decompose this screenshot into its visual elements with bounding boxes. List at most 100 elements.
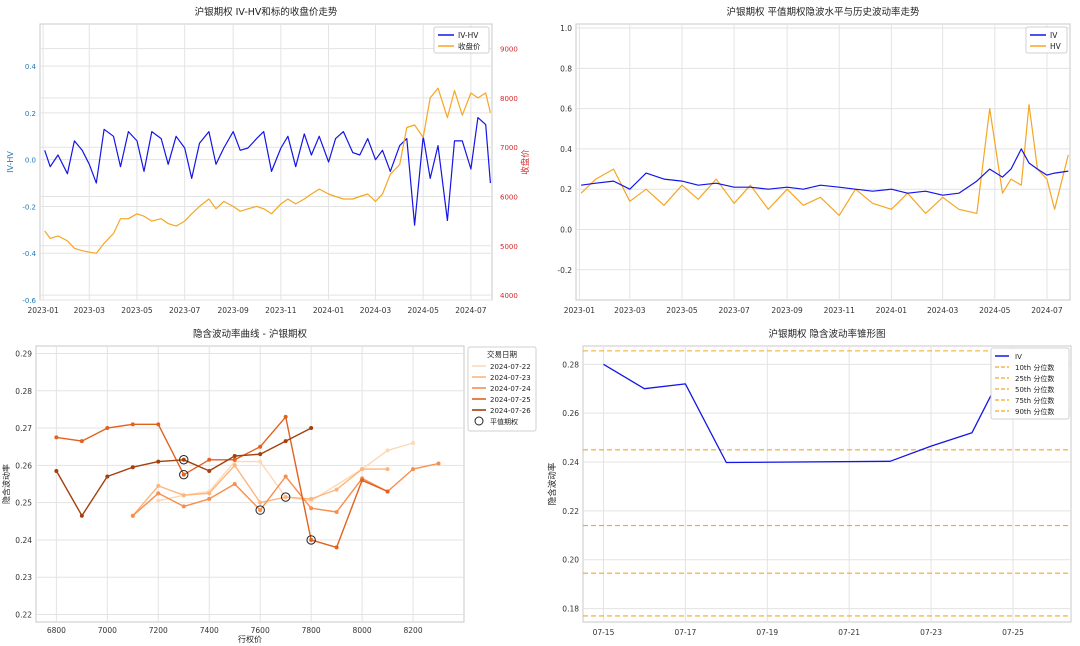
y2-tick-label: 6000 <box>500 194 518 202</box>
plot-area <box>582 345 1072 623</box>
y2-tick-label: 4000 <box>500 292 518 300</box>
data-point <box>360 467 365 472</box>
y-tick-label: 0.24 <box>562 458 579 467</box>
data-point <box>258 444 263 449</box>
y-tick-label: 1.0 <box>560 24 572 33</box>
y-tick-label: 0.27 <box>15 424 32 433</box>
data-point <box>207 491 212 496</box>
data-point <box>411 467 416 472</box>
legend-label-percentile: 25th 分位数 <box>1015 374 1054 383</box>
series-line-2024-07-25 <box>56 416 388 549</box>
x-tick-label: 2023-11 <box>265 306 297 315</box>
legend-label-percentile: 75th 分位数 <box>1015 396 1054 405</box>
data-point <box>283 414 288 419</box>
data-point <box>181 493 186 498</box>
x-tick-label: 7800 <box>302 626 321 635</box>
data-point <box>54 468 59 473</box>
legend-label-iv: IV <box>1050 31 1058 40</box>
chart-title: 沪银期权 隐含波动率锥形图 <box>768 328 885 340</box>
data-point <box>207 468 212 473</box>
y-tick-label: 0.8 <box>560 64 572 73</box>
x-tick-label: 07-19 <box>756 628 778 637</box>
data-point <box>385 448 390 453</box>
atm-marker <box>179 455 189 465</box>
x-tick-label: 2024-07 <box>455 306 487 315</box>
axes-layer: 07-15 07-17 07-19 07-21 07-23 07-25 0.18 0.20 0.… <box>562 360 1024 637</box>
data-point <box>79 513 84 518</box>
legend-title: 交易日期 <box>487 349 517 359</box>
y-tick-label: 0.0 <box>560 225 572 234</box>
data-point <box>334 545 339 550</box>
y-tick-label: 0.2 <box>25 110 36 118</box>
legend-label-iv: IV <box>1015 353 1022 361</box>
y-tick-label: 0.28 <box>15 387 32 396</box>
y-tick-label: 0.29 <box>15 349 32 358</box>
y-tick-label: 0.24 <box>15 536 32 545</box>
atm-marker <box>280 492 291 502</box>
x-tick-label: 2023-01 <box>27 306 59 315</box>
data-point <box>232 482 237 486</box>
data-point <box>181 472 186 477</box>
chart-title: 沪银期权 平值期权隐波水平与历史波动率走势 <box>726 6 920 18</box>
y-axis-label: IV-HV <box>6 151 15 173</box>
x-tick-label: 2024-01 <box>313 306 345 315</box>
x-tick-label: 8000 <box>353 626 372 635</box>
x-tick-label: 2023-01 <box>564 306 596 315</box>
data-point <box>258 508 263 513</box>
x-axis-label: 行权价 <box>238 634 262 644</box>
data-point <box>258 500 263 505</box>
legend-label: 2024-07-24 <box>490 385 531 393</box>
y-tick-label: 0.28 <box>562 360 579 369</box>
y-axis-label: 隐含波动率 <box>1 464 11 504</box>
x-tick-label: 2023-05 <box>121 306 153 315</box>
x-tick-label: 07-17 <box>674 628 696 637</box>
data-point <box>232 457 237 462</box>
data-point <box>232 454 237 459</box>
data-point <box>156 459 161 464</box>
plot-area <box>35 345 465 623</box>
axes-layer: 2023-01 2023-03 2023-05 2023-07 2023-09 2023-… <box>22 46 518 315</box>
chart-iv-hv-close: 2023-01 2023-03 2023-05 2023-07 2023-09 2023-… <box>0 0 540 323</box>
chart-iv-smile: 6800 7000 7200 7400 7600 7800 8000 8200 0.22 0.23… <box>0 323 540 646</box>
x-tick-label: 07-15 <box>593 628 615 637</box>
axes-layer: 6800 7000 7200 7400 7600 7800 8000 8200 0.22 0.23… <box>15 349 423 635</box>
chart-iv-smile-svg: 6800 7000 7200 7400 7600 7800 8000 8200 0.22 0.23… <box>1 328 537 644</box>
y-tick-label: 0.23 <box>15 573 32 582</box>
y2-axis-label: 收盘价 <box>520 149 531 175</box>
x-tick-label: 2024-03 <box>927 306 959 315</box>
x-tick-label: 2023-03 <box>74 306 106 315</box>
chart-iv-cone-svg: 07-15 07-17 07-19 07-21 07-23 07-25 0.18 0.20 0.… <box>547 328 1072 637</box>
plot-area <box>575 23 1071 301</box>
data-point <box>156 498 161 503</box>
data-point <box>181 457 186 462</box>
data-point <box>258 459 263 464</box>
plot-area <box>39 23 493 301</box>
y2-tick-label: 9000 <box>500 46 518 54</box>
x-tick-label: 2023-09 <box>217 306 249 315</box>
data-point <box>207 457 212 462</box>
legend-label-percentile: 50th 分位数 <box>1015 385 1054 394</box>
legend: IV HV <box>1025 26 1068 54</box>
y-tick-label: 0.20 <box>562 556 579 565</box>
y-tick-label: 0.4 <box>25 63 37 71</box>
y-tick-label: 0.22 <box>562 507 579 516</box>
data-point <box>283 439 288 444</box>
y-tick-label: -0.2 <box>557 266 572 275</box>
y-tick-label: 0.22 <box>15 611 32 620</box>
chart-iv-hv-level-svg: 2023-01 2023-03 2023-05 2023-07 2023-09 2023-… <box>557 6 1071 315</box>
data-point <box>334 509 339 514</box>
series-line-iv-hv <box>44 117 491 226</box>
legend-label: 2024-07-22 <box>490 363 531 371</box>
x-tick-label: 7600 <box>251 626 270 635</box>
x-tick-label: 2023-07 <box>169 306 201 315</box>
data-point <box>207 496 212 501</box>
y-tick-label: -0.4 <box>22 250 36 258</box>
data-point <box>309 506 314 511</box>
data-point <box>130 465 135 470</box>
axes-layer: 2023-01 2023-03 2023-05 2023-07 2023-09 2023-… <box>557 24 1062 315</box>
x-tick-label: 2023-07 <box>718 306 750 315</box>
legend-label-percentile: 90th 分位数 <box>1015 407 1054 416</box>
y-tick-label: 0.6 <box>560 105 572 114</box>
y2-tick-label: 5000 <box>500 243 518 251</box>
data-point <box>79 439 84 444</box>
